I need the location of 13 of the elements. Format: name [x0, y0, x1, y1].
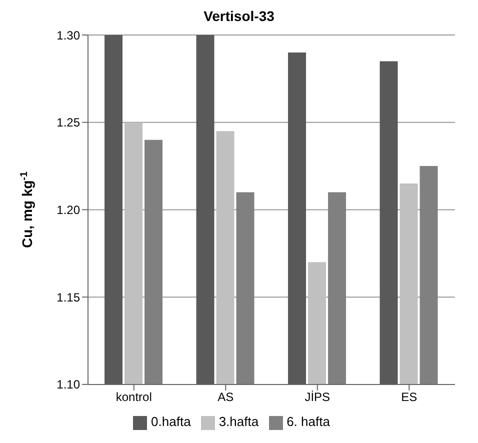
y-tick-label: 1.30 — [56, 28, 80, 42]
legend-label: 3.hafta — [218, 414, 259, 430]
legend-label: 0.hafta — [151, 414, 191, 430]
y-tick-label: 1.10 — [56, 378, 80, 392]
y-tick-label: 1.20 — [56, 202, 80, 217]
legend-label: 6. hafta — [286, 414, 330, 430]
x-tick-label: ES — [401, 390, 418, 404]
x-tick-label: AS — [218, 390, 234, 404]
y-tick-label: 1.25 — [56, 116, 80, 130]
x-tick-label: kontrol — [116, 390, 152, 404]
y-tick-label: 1.15 — [56, 290, 80, 304]
x-tick-label: JİPS — [304, 390, 330, 404]
chart-title: Vertisol-33 — [202, 8, 276, 26]
